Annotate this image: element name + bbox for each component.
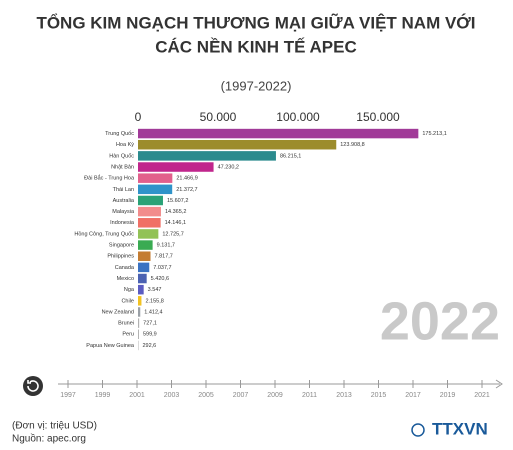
x-tick-label: 150.000: [356, 110, 400, 124]
value-label: 12.725,7: [162, 231, 183, 237]
timeline-label: 2005: [198, 392, 214, 399]
timeline-label: 2019: [440, 392, 456, 399]
current-year: 2022: [380, 291, 500, 351]
value-label: 14.146,1: [165, 220, 186, 226]
bar: [138, 139, 337, 150]
bar: [138, 273, 147, 284]
timeline-label: 2003: [164, 392, 180, 399]
value-label: 7.037,7: [153, 265, 171, 271]
value-label: 14.365,2: [165, 209, 186, 215]
bar: [138, 329, 139, 340]
chart-title: CÁC NỀN KINH TẾ APEC: [155, 37, 357, 56]
y-tick-label: Malaysia: [112, 209, 135, 215]
x-tick-label: 100.000: [276, 110, 320, 124]
bar: [138, 218, 161, 228]
y-tick-label: Peru: [122, 332, 134, 338]
chart-title: TỔNG KIM NGẠCH THƯƠNG MẠI GIỮA VIỆT NAM …: [36, 12, 475, 32]
y-tick-label: Hàn Quốc: [109, 153, 134, 159]
value-label: 7.817,7: [155, 254, 173, 260]
bar: [138, 318, 140, 328]
timeline-arrow: [495, 379, 503, 389]
unit-note: (Đơn vị: triệu USD): [12, 421, 97, 432]
timeline-label: 2021: [474, 392, 490, 399]
value-label: 599,9: [143, 332, 157, 338]
source: Nguồn: apec.org: [12, 433, 86, 445]
y-tick-label: Hoa Kỳ: [116, 142, 134, 148]
value-label: 47.230,2: [218, 164, 239, 170]
value-label: 292,6: [142, 343, 156, 349]
value-label: 3.547: [148, 287, 162, 293]
value-label: 86.215,1: [280, 153, 301, 159]
value-label: 15.607,2: [167, 198, 188, 204]
timeline-label: 2007: [233, 392, 249, 399]
value-label: 123.908,8: [340, 142, 364, 148]
bar: [138, 173, 173, 183]
y-tick-label: Papua New Guinea: [86, 343, 135, 349]
bar: [138, 184, 173, 195]
bar: [138, 162, 214, 172]
y-tick-label: Canada: [115, 265, 135, 271]
y-tick-label: Chile: [121, 298, 134, 304]
chart-subtitle: (1997-2022): [221, 78, 292, 93]
y-tick-label: Trung Quốc: [105, 131, 134, 137]
x-tick-label: 0: [135, 110, 142, 124]
y-tick-label: Indonesia: [110, 220, 135, 226]
timeline-label: 2015: [371, 392, 387, 399]
bar: [138, 240, 153, 250]
y-tick-label: Singapore: [109, 243, 134, 249]
logo: TTXVN: [432, 419, 488, 438]
bar: [138, 251, 151, 261]
bar: [138, 206, 161, 217]
value-label: 21.466,9: [176, 176, 197, 182]
value-label: 175.213,1: [422, 131, 446, 137]
value-label: 9.131,7: [157, 243, 175, 249]
bar: [138, 195, 163, 206]
y-tick-label: Thái Lan: [113, 187, 134, 193]
bar: [138, 307, 141, 317]
bar: [138, 128, 419, 139]
timeline-label: 1999: [95, 392, 111, 399]
copyright-icon: [411, 423, 425, 437]
bar: [138, 284, 144, 295]
y-tick-label: Nhật Bản: [111, 164, 134, 170]
y-tick-label: Mexico: [117, 276, 134, 282]
timeline-label: 2009: [267, 392, 283, 399]
bar: [138, 229, 159, 239]
value-label: 21.372,7: [176, 187, 197, 193]
replay-icon: [27, 380, 39, 392]
play-button[interactable]: [23, 376, 43, 396]
timeline-label: 2011: [302, 392, 317, 399]
y-tick-label: Brunei: [118, 321, 134, 327]
bar: [138, 262, 150, 273]
bar: [138, 151, 276, 161]
y-tick-label: Philippines: [107, 254, 134, 260]
y-tick-label: Đài Bắc - Trung Hoa: [84, 175, 135, 182]
y-tick-label: Nga: [124, 287, 135, 293]
value-label: 5.420,6: [151, 276, 169, 282]
y-tick-label: Hồng Công, Trung Quốc: [74, 231, 134, 237]
timeline-label: 2001: [129, 392, 145, 399]
timeline-label: 2017: [405, 392, 421, 399]
value-label: 727,1: [143, 321, 157, 327]
y-tick-label: Australia: [113, 198, 135, 204]
bar: [138, 296, 142, 306]
value-label: 2.155,8: [145, 298, 163, 304]
x-tick-label: 50.000: [200, 110, 237, 124]
timeline-label: 2013: [336, 392, 352, 399]
value-label: 1.412,4: [144, 309, 162, 315]
y-tick-label: New Zealand: [102, 309, 134, 315]
timeline-label: 1997: [60, 392, 76, 399]
